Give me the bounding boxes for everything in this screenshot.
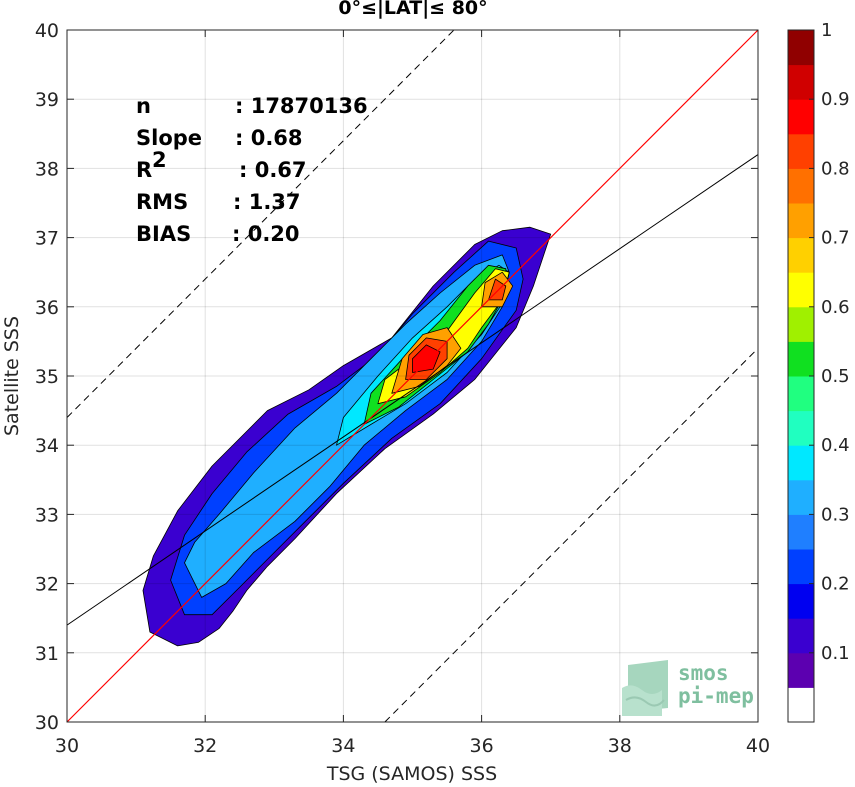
statistics-box: n : 17870136 Slope : 0.68 R 2 : 0.67 RMS : 1.37 B… — [136, 94, 368, 246]
y-tick-labels: 30 31 32 33 34 35 36 37 38 39 40 — [35, 20, 758, 734]
colorbar-tick-label: 0.4 — [821, 435, 850, 456]
y-tick-label: 39 — [35, 89, 59, 111]
reference-lines — [66, 29, 759, 723]
x-tick-label: 32 — [193, 735, 217, 757]
colorbar-segment — [788, 652, 814, 688]
y-tick-label: 30 — [35, 712, 59, 734]
colorbar-segment — [788, 272, 814, 308]
x-tick-label: 36 — [470, 735, 494, 757]
smos-pimep-logo: smos pi-mep — [622, 660, 754, 716]
x-axis-label: TSG (SAMOS) SSS — [326, 763, 497, 785]
colorbar-tick-label: 0.3 — [821, 504, 850, 525]
y-tick-label: 33 — [35, 504, 59, 526]
colorbar-segment — [788, 168, 814, 204]
colorbar-tick-label: 0.5 — [821, 366, 850, 387]
colorbar-segment — [788, 99, 814, 135]
chart-title: 0°≤|LAT|≤ 80° — [338, 0, 487, 19]
y-tick-label: 36 — [35, 297, 59, 319]
stat-label: R — [136, 158, 152, 182]
x-tick-label: 34 — [331, 735, 355, 757]
identity-line — [66, 29, 759, 723]
colorbar-tick-label: 0.1 — [821, 643, 850, 664]
colorbar-segment — [788, 306, 814, 342]
colorbar-segment — [788, 514, 814, 550]
x-tick-label: 38 — [608, 735, 632, 757]
logo-text-line1: smos — [678, 661, 729, 685]
colorbar-segment — [788, 618, 814, 654]
colorbar-tick-label: 1 — [821, 20, 832, 41]
colorbar-segment — [788, 30, 814, 66]
y-tick-label: 37 — [35, 228, 59, 250]
grid-lines — [67, 30, 758, 722]
colorbar-tick-labels: 0.1 0.2 0.3 0.4 0.5 0.6 0.7 0.8 0.9 1 — [809, 20, 850, 664]
stat-value: : 1.37 — [233, 190, 301, 214]
y-axis-label: Satellite SSS — [1, 316, 23, 436]
stat-value: : 0.68 — [235, 126, 303, 150]
colorbar-segment — [788, 687, 814, 723]
stat-value: : 0.67 — [239, 158, 307, 182]
stat-label: n — [136, 94, 151, 118]
colorbar-segment — [788, 549, 814, 585]
stat-label: RMS — [136, 190, 188, 214]
colorbar — [787, 29, 815, 723]
y-tick-label: 40 — [35, 20, 59, 42]
stat-value: : 17870136 — [235, 94, 368, 118]
colorbar-segment — [788, 410, 814, 446]
colorbar-tick-label: 0.6 — [821, 297, 850, 318]
stat-label: BIAS — [136, 222, 191, 246]
colorbar-segment — [788, 237, 814, 273]
colorbar-segment — [788, 64, 814, 100]
contour-level-10 — [412, 344, 441, 373]
plot-area — [66, 29, 759, 723]
x-tick-label: 30 — [55, 735, 79, 757]
colorbar-tick-label: 0.9 — [821, 89, 850, 110]
y-tick-label: 31 — [35, 643, 59, 665]
y-tick-label: 32 — [35, 574, 59, 596]
colorbar-segment — [788, 583, 814, 619]
y-tick-label: 38 — [35, 158, 59, 180]
logo-text-line2: pi-mep — [678, 684, 754, 708]
colorbar-tick-label: 0.8 — [821, 158, 850, 179]
colorbar-tick-label: 0.7 — [821, 228, 850, 249]
colorbar-segment — [788, 203, 814, 239]
logo-waves-icon — [622, 660, 668, 716]
regression-line — [66, 154, 759, 626]
y-tick-label: 34 — [35, 435, 59, 457]
colorbar-segment — [788, 479, 814, 515]
contour-level-9 — [488, 278, 507, 301]
density-contours — [142, 226, 552, 647]
upper-bound-dashed-line — [66, 29, 455, 418]
stat-value: : 0.20 — [232, 222, 300, 246]
stat-label: Slope — [136, 126, 202, 150]
stat-label-superscript: 2 — [152, 148, 167, 172]
lower-bound-dashed-line — [384, 347, 759, 723]
y-tick-label: 35 — [35, 366, 59, 388]
colorbar-segment — [788, 445, 814, 481]
colorbar-segment — [788, 133, 814, 169]
colorbar-segment — [788, 376, 814, 412]
x-tick-label: 40 — [746, 735, 770, 757]
colorbar-segment — [788, 341, 814, 377]
x-tick-labels: 30 32 34 36 38 40 — [55, 30, 770, 757]
colorbar-tick-label: 0.2 — [821, 574, 850, 595]
